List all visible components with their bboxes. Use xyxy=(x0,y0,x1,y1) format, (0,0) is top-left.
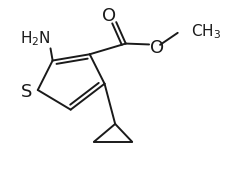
Text: CH$_3$: CH$_3$ xyxy=(191,23,221,41)
Text: O: O xyxy=(101,7,115,25)
Text: S: S xyxy=(20,83,32,101)
Text: O: O xyxy=(149,39,163,57)
Text: H$_2$N: H$_2$N xyxy=(20,29,51,48)
